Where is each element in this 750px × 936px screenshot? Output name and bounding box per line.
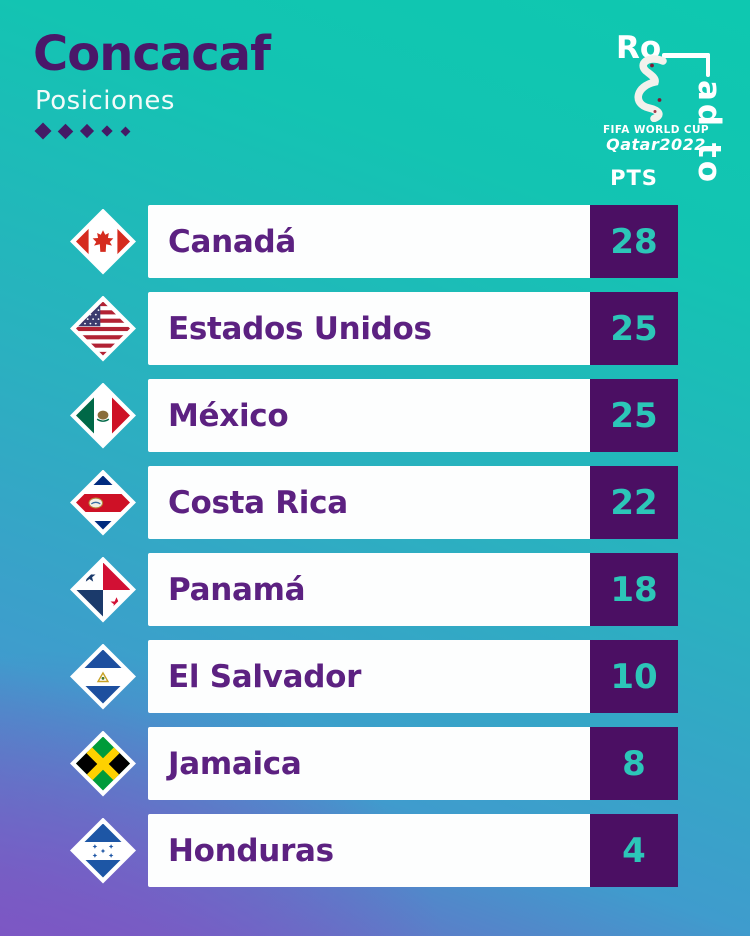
team-bar: Panamá xyxy=(148,553,590,626)
points-box: 10 xyxy=(590,640,678,713)
pts-column-header: PTS xyxy=(610,166,658,190)
diamond-dot-icon xyxy=(120,126,131,136)
team-name: El Salvador xyxy=(168,658,362,695)
jamaica-flag-icon xyxy=(70,730,136,797)
points-value: 10 xyxy=(610,656,658,697)
diamond-dots-decoration xyxy=(34,122,131,140)
team-name: México xyxy=(168,397,289,434)
page-subtitle: Posiciones xyxy=(35,86,175,116)
diamond-dot-icon xyxy=(101,125,113,137)
team-name: Canadá xyxy=(168,223,296,260)
mexico-flag-icon xyxy=(70,382,136,449)
team-bar: El Salvador xyxy=(148,640,590,713)
diamond-dot-icon xyxy=(79,123,95,139)
team-name: Panamá xyxy=(168,571,306,608)
points-value: 25 xyxy=(610,308,658,349)
table-row: Costa Rica 22 xyxy=(70,466,678,539)
table-row: Canadá 28 xyxy=(70,205,678,278)
table-row: Jamaica 8 xyxy=(70,727,678,800)
table-row: Panamá 18 xyxy=(70,553,678,626)
points-value: 4 xyxy=(622,830,646,871)
points-box: 28 xyxy=(590,205,678,278)
el-salvador-flag-icon xyxy=(70,643,136,710)
points-value: 28 xyxy=(610,221,658,262)
points-box: 25 xyxy=(590,379,678,452)
points-box: 22 xyxy=(590,466,678,539)
team-bar: Canadá xyxy=(148,205,590,278)
diamond-dot-icon xyxy=(57,123,74,139)
table-row: México 25 xyxy=(70,379,678,452)
diamond-dot-icon xyxy=(34,122,52,140)
road-corner-line-horizontal xyxy=(662,53,710,58)
road-suffix-vertical-text: ad to xyxy=(691,80,727,186)
points-box: 25 xyxy=(590,292,678,365)
page-title: Concacaf xyxy=(33,26,271,82)
points-value: 18 xyxy=(610,569,658,610)
qatar-2022-text: Qatar2022 xyxy=(606,135,706,154)
fifa-world-cup-text: FIFA WORLD CUP xyxy=(602,124,709,136)
points-value: 8 xyxy=(622,743,646,784)
panama-flag-icon xyxy=(70,556,136,623)
points-box: 8 xyxy=(590,727,678,800)
honduras-flag-icon xyxy=(70,817,136,884)
canada-flag-icon xyxy=(70,208,136,275)
table-row: Honduras 4 xyxy=(70,814,678,887)
table-row: Estados Unidos 25 xyxy=(70,292,678,365)
table-row: El Salvador 10 xyxy=(70,640,678,713)
team-name: Estados Unidos xyxy=(168,310,432,347)
team-bar: Honduras xyxy=(148,814,590,887)
points-box: 18 xyxy=(590,553,678,626)
qatar-2022-emblem-icon xyxy=(634,55,667,122)
usa-flag-icon xyxy=(70,295,136,362)
team-name: Honduras xyxy=(168,832,334,869)
standings-table: Canadá 28 xyxy=(70,205,678,887)
costa-rica-flag-icon xyxy=(70,469,136,536)
road-corner-line-vertical xyxy=(705,53,710,77)
points-box: 4 xyxy=(590,814,678,887)
team-bar: Estados Unidos xyxy=(148,292,590,365)
points-value: 22 xyxy=(610,482,658,523)
team-name: Costa Rica xyxy=(168,484,348,521)
team-name: Jamaica xyxy=(168,745,302,782)
points-value: 25 xyxy=(610,395,658,436)
team-bar: Jamaica xyxy=(148,727,590,800)
team-bar: Costa Rica xyxy=(148,466,590,539)
team-bar: México xyxy=(148,379,590,452)
